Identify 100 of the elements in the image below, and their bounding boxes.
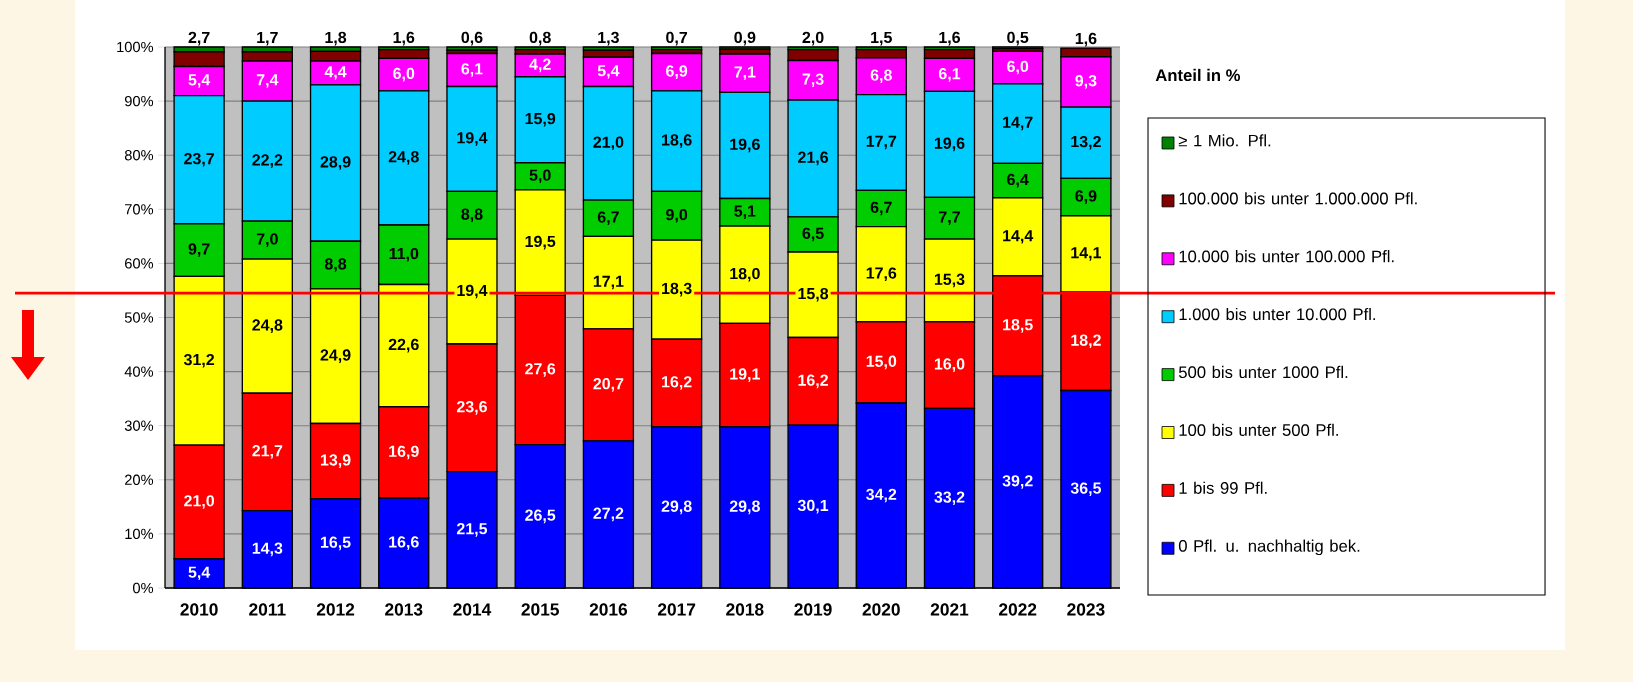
data-label: 15,8 — [798, 287, 829, 302]
data-label: 4,4 — [324, 66, 347, 80]
y-tick-label: 60% — [125, 258, 154, 269]
x-tick-label: 2017 — [657, 603, 696, 616]
data-label: 21,7 — [252, 445, 283, 459]
data-label: 6,1 — [461, 63, 483, 77]
data-label: 6,5 — [802, 227, 824, 242]
x-tick-label: 2021 — [930, 603, 969, 616]
data-label: 17,6 — [866, 267, 897, 282]
legend-label: 100 bis unter 500 Pfl. — [1179, 423, 1338, 436]
data-label: 19,4 — [457, 132, 488, 146]
data-label: 31,2 — [183, 353, 215, 368]
data-label: 0,7 — [666, 31, 688, 46]
data-label: 13,9 — [320, 454, 351, 468]
data-label: 27,6 — [525, 363, 556, 377]
data-label: 18,6 — [662, 134, 692, 148]
data-label: 6,4 — [1007, 173, 1029, 188]
data-label: 2,7 — [188, 31, 210, 46]
data-label: 6,0 — [393, 67, 415, 82]
data-label: 18,0 — [730, 267, 760, 282]
x-tick-label: 2014 — [453, 603, 492, 616]
data-label: 1,6 — [393, 31, 415, 46]
data-label: 14,1 — [1071, 247, 1102, 261]
data-label: 15,3 — [934, 273, 965, 288]
data-label: 14,7 — [1003, 116, 1033, 131]
data-label: 6,9 — [666, 65, 688, 79]
data-label: 18,3 — [662, 282, 692, 297]
data-label: 7,0 — [256, 233, 278, 247]
data-label: 11,0 — [389, 247, 419, 262]
x-tick-label: 2012 — [316, 603, 355, 616]
legend-label: 100.000 bis unter 1.000.000 Pfl. — [1179, 192, 1417, 205]
y-tick-label: 50% — [124, 312, 154, 323]
x-tick-label: 2018 — [726, 603, 764, 616]
data-label: 20,7 — [593, 378, 624, 392]
data-label: 9,7 — [188, 243, 210, 257]
data-label: 1,8 — [325, 31, 347, 46]
data-label: 16,5 — [320, 536, 351, 551]
data-label: 29,8 — [729, 500, 760, 515]
x-tick-label: 2016 — [589, 603, 628, 616]
data-label: 1,6 — [1075, 32, 1097, 47]
data-label: 1,6 — [939, 31, 961, 46]
data-label: 13,2 — [1071, 135, 1101, 150]
data-label: 7,4 — [256, 74, 279, 88]
x-tick-label: 2015 — [521, 603, 559, 616]
data-label: 6,1 — [938, 68, 961, 82]
y-tick-label: 30% — [124, 420, 154, 431]
data-label: 2,0 — [802, 31, 824, 46]
x-tick-label: 2011 — [249, 603, 286, 616]
x-tick-label: 2013 — [385, 603, 423, 616]
x-tick-label: 2023 — [1067, 603, 1105, 616]
data-label: 9,3 — [1075, 75, 1097, 89]
data-label: 30,1 — [797, 499, 829, 514]
data-label: 6,0 — [1007, 60, 1029, 75]
legend-label: 0 Pfl. u. nachhaltig bek. — [1178, 539, 1360, 556]
y-tick-label: 10% — [125, 528, 154, 540]
data-label: 23,7 — [184, 152, 214, 167]
legend-label: 1 bis 99 Pfl. — [1179, 481, 1267, 494]
legend-label: ≥ 1 Mio. Pfl. — [1178, 134, 1271, 147]
data-label: 7,1 — [734, 66, 756, 80]
data-label: 24,9 — [320, 349, 351, 363]
x-tick-label: 2022 — [999, 603, 1037, 616]
data-label: 8,8 — [324, 258, 347, 272]
data-label: 33,2 — [934, 491, 965, 506]
data-label: 23,6 — [456, 401, 487, 415]
data-label: 36,5 — [1070, 482, 1102, 497]
data-label: 22,2 — [252, 154, 283, 168]
y-tick-label: 80% — [124, 150, 154, 161]
data-label: 8,8 — [461, 208, 483, 223]
data-label: 16,9 — [389, 445, 419, 460]
data-label: 17,7 — [866, 135, 897, 150]
data-label: 27,2 — [593, 507, 624, 522]
data-label: 26,5 — [525, 509, 556, 524]
data-label: 6,9 — [1075, 190, 1097, 204]
data-label: 6,7 — [597, 211, 619, 226]
data-label: 1,5 — [871, 31, 892, 46]
data-label: 16,2 — [798, 374, 828, 389]
y-tick-label: 90% — [124, 95, 154, 107]
data-label: 6,8 — [870, 69, 892, 84]
data-label: 5,4 — [597, 65, 620, 79]
data-label: 14,4 — [1003, 230, 1034, 244]
x-tick-label: 2010 — [180, 603, 218, 616]
data-label: 4,2 — [529, 58, 551, 73]
data-label: 21,0 — [184, 495, 215, 509]
data-label: 7,3 — [802, 73, 824, 88]
data-label: 5,4 — [188, 566, 211, 581]
data-label: 14,3 — [252, 542, 283, 557]
x-tick-label: 2019 — [794, 603, 832, 616]
data-label: 0,6 — [461, 31, 483, 46]
data-label: 7,7 — [939, 211, 960, 225]
data-label: 15,0 — [866, 355, 897, 370]
y-tick-label: 100% — [117, 41, 154, 53]
data-label: 19,5 — [525, 235, 556, 250]
data-label: 19,6 — [934, 137, 965, 152]
data-label: 34,2 — [866, 488, 897, 503]
data-label: 16,6 — [389, 536, 419, 550]
data-label: 18,2 — [1071, 334, 1101, 349]
data-label: 5,1 — [734, 205, 756, 220]
y-tick-label: 20% — [125, 474, 154, 485]
legend-label: 1.000 bis unter 10.000 Pfl. — [1179, 307, 1376, 321]
data-label: 21,6 — [798, 151, 829, 166]
